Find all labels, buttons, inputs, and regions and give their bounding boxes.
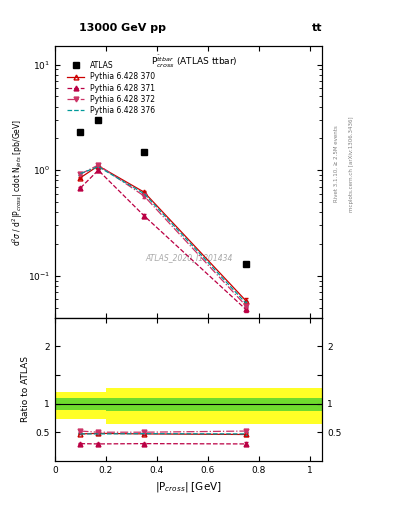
Text: 13000 GeV pp: 13000 GeV pp bbox=[79, 23, 165, 33]
ATLAS bbox=[78, 129, 83, 135]
ATLAS bbox=[96, 117, 101, 123]
Y-axis label: Ratio to ATLAS: Ratio to ATLAS bbox=[21, 356, 30, 422]
Text: mcplots.cern.ch [arXiv:1306.3436]: mcplots.cern.ch [arXiv:1306.3436] bbox=[349, 116, 354, 211]
Text: ATLAS_2020_I1801434: ATLAS_2020_I1801434 bbox=[145, 253, 232, 263]
X-axis label: |P$_{cross}$| [GeV]: |P$_{cross}$| [GeV] bbox=[155, 480, 222, 494]
ATLAS bbox=[244, 261, 248, 267]
Line: ATLAS: ATLAS bbox=[77, 116, 250, 267]
Text: tt: tt bbox=[312, 23, 322, 33]
ATLAS bbox=[142, 148, 147, 155]
Legend: ATLAS, Pythia 6.428 370, Pythia 6.428 371, Pythia 6.428 372, Pythia 6.428 376: ATLAS, Pythia 6.428 370, Pythia 6.428 37… bbox=[64, 58, 158, 118]
Text: P$^{\bar{t}tbar}_{cross}$ (ATLAS ttbar): P$^{\bar{t}tbar}_{cross}$ (ATLAS ttbar) bbox=[151, 54, 237, 71]
Text: Rivet 3.1.10, ≥ 2.5M events: Rivet 3.1.10, ≥ 2.5M events bbox=[334, 125, 338, 202]
Y-axis label: d$^2\!\sigma$ / d$^2$|P$_{cross}$| cdot N$_{jets}$ [pb/GeV]: d$^2\!\sigma$ / d$^2$|P$_{cross}$| cdot … bbox=[11, 118, 25, 246]
